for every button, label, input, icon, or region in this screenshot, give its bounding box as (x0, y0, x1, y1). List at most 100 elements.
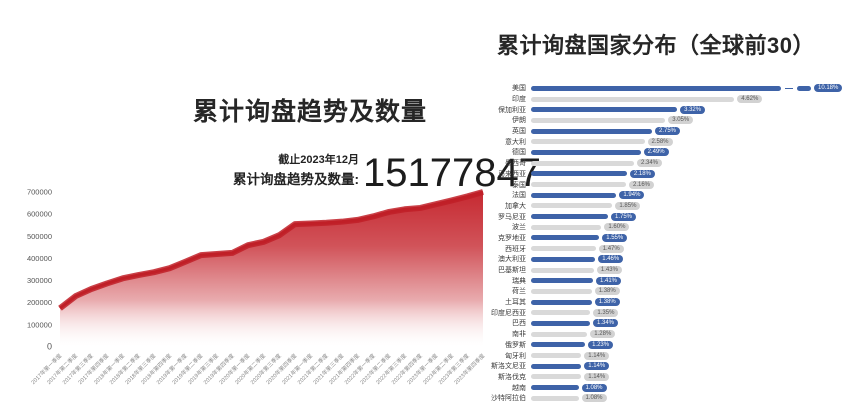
country-row: 印度 4.62% (460, 94, 852, 105)
country-label: 巴西 (512, 320, 526, 328)
country-bar-zone: 1.14% (531, 372, 610, 383)
value-badge: 1.38% (594, 287, 620, 296)
country-bar-zone: 1.55% (531, 233, 628, 244)
value-badge: 1.23% (588, 340, 614, 349)
country-bar (531, 192, 617, 198)
country-bar (531, 320, 590, 326)
country-row: 俄罗斯 1.23% (460, 340, 852, 351)
value-badge: 1.43% (596, 266, 622, 275)
country-bar (531, 96, 735, 102)
value-badge: 2.34% (637, 159, 663, 168)
country-bar-zone: 2.18% (531, 169, 655, 180)
country-row: 西班牙 1.47% (460, 243, 852, 254)
country-bar (531, 203, 613, 209)
country-label: 越南 (512, 384, 526, 392)
country-bar (531, 310, 591, 316)
country-label: 马来西亚 (498, 170, 526, 178)
trend-chart-title: 累计询盘趋势及数量 (192, 98, 427, 126)
value-badge: 10.18% (814, 84, 843, 93)
country-row: 保加利亚 3.32% (460, 104, 852, 115)
country-bar (531, 342, 586, 348)
country-bar (531, 107, 678, 113)
country-bar (531, 139, 645, 145)
country-bar-zone: 1.23% (531, 340, 614, 351)
country-label: 斯洛文尼亚 (491, 363, 526, 371)
country-label: 土耳其 (505, 299, 526, 307)
country-bar-zone: 2.58% (531, 136, 673, 147)
value-badge: 3.05% (668, 116, 694, 125)
country-bar (531, 288, 592, 294)
country-label: 波兰 (512, 224, 526, 232)
country-bar-zone: 1.35% (531, 307, 619, 318)
country-bar (531, 256, 596, 262)
country-row: 斯洛文尼亚 1.14% (460, 361, 852, 372)
country-row: 南非 1.28% (460, 329, 852, 340)
value-badge: 1.08% (581, 394, 607, 403)
y-axis-tick-label: 300000 (27, 276, 52, 285)
country-bar-zone: 1.75% (531, 211, 637, 222)
country-row: 罗马尼亚 1.75% (460, 211, 852, 222)
country-bar-zone: 1.38% (531, 286, 620, 297)
country-bar (531, 374, 582, 380)
country-label: 法国 (512, 192, 526, 200)
country-bar-zone: 1.38% (531, 297, 620, 308)
country-bar-zone: 1.28% (531, 329, 616, 340)
value-badge: 3.32% (680, 105, 706, 114)
country-bar-zone: 1.41% (531, 275, 622, 286)
country-row: 意大利 2.58% (460, 136, 852, 147)
country-bar (531, 278, 593, 284)
country-bar (531, 395, 579, 401)
country-label: 泰国 (512, 181, 526, 189)
country-bar-zone: 1.60% (531, 222, 630, 233)
country-row: 巴基斯坦 1.43% (460, 265, 852, 276)
country-label: 保加利亚 (498, 106, 526, 114)
country-label: 美国 (512, 85, 526, 93)
country-bar (531, 331, 588, 337)
value-badge: 1.41% (596, 276, 622, 285)
y-axis-tick-label: 400000 (27, 254, 52, 263)
trend-area-chart: 0 100000 200000 300000 400000 500000 600000 700… (27, 188, 487, 386)
stat-asof-label: 截止2023年12月 (278, 154, 359, 166)
value-badge: 4.62% (737, 95, 763, 104)
value-badge: 1.08% (581, 383, 607, 392)
y-axis-tick-label: 100000 (27, 320, 52, 329)
trend-area-fill (60, 192, 483, 347)
country-bar-zone: 2.34% (531, 158, 663, 169)
country-bar (531, 299, 592, 305)
country-label: 克罗地亚 (498, 234, 526, 242)
country-bar (531, 214, 608, 220)
country-row: 加拿大 1.85% (460, 201, 852, 212)
trend-line (59, 190, 484, 310)
country-row: 波兰 1.60% (460, 222, 852, 233)
country-bar-zone: 10.18% (531, 83, 843, 94)
country-row: 土耳其 1.38% (460, 297, 852, 308)
country-label: 巴基斯坦 (498, 267, 526, 275)
country-label: 印度尼西亚 (491, 309, 526, 317)
value-badge: 1.34% (593, 319, 619, 328)
country-label: 南非 (512, 331, 526, 339)
trend-stat-labels: 截止2023年12月 累计询盘趋势及数量: (233, 151, 359, 188)
country-label: 瑞典 (512, 277, 526, 285)
country-bar-zone: 2.49% (531, 147, 669, 158)
country-label: 意大利 (505, 138, 526, 146)
country-label: 印度 (512, 96, 526, 104)
country-bar-zone: 1.43% (531, 265, 622, 276)
country-bar-zone: 3.05% (531, 115, 694, 126)
country-row: 荷兰 1.38% (460, 286, 852, 297)
country-label: 斯洛伐克 (498, 373, 526, 381)
value-badge: 1.60% (604, 223, 630, 232)
value-badge: 1.46% (598, 255, 624, 264)
value-badge: 2.49% (643, 148, 669, 157)
country-bar-zone: 1.85% (531, 201, 641, 212)
y-axis-tick-label: 200000 (27, 298, 52, 307)
value-badge: 2.58% (647, 137, 673, 146)
country-row: 德国 2.49% (460, 147, 852, 158)
value-badge: 1.14% (584, 372, 610, 381)
country-row: 马来西亚 2.18% (460, 169, 852, 180)
country-row: 匈牙利 1.14% (460, 350, 852, 361)
country-row: 越南 1.08% (460, 382, 852, 393)
country-label: 加拿大 (505, 202, 526, 210)
country-bar-zone: 3.32% (531, 104, 706, 115)
country-row: 英国 2.75% (460, 126, 852, 137)
country-row: 美国 10.18% (460, 83, 852, 94)
